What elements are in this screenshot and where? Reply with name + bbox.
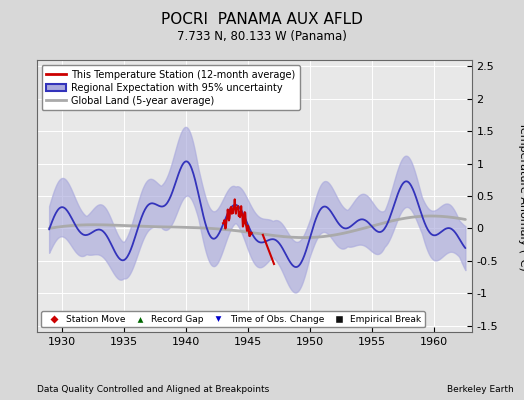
Text: 7.733 N, 80.133 W (Panama): 7.733 N, 80.133 W (Panama): [177, 30, 347, 43]
Text: Data Quality Controlled and Aligned at Breakpoints: Data Quality Controlled and Aligned at B…: [37, 385, 269, 394]
Y-axis label: Temperature Anomaly (°C): Temperature Anomaly (°C): [518, 122, 524, 270]
Text: Berkeley Earth: Berkeley Earth: [447, 385, 514, 394]
Legend: Station Move, Record Gap, Time of Obs. Change, Empirical Break: Station Move, Record Gap, Time of Obs. C…: [41, 311, 425, 328]
Text: POCRI  PANAMA AUX AFLD: POCRI PANAMA AUX AFLD: [161, 12, 363, 27]
